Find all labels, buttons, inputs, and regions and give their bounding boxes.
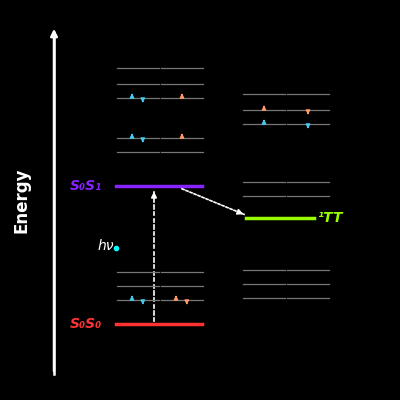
Text: hν: hν bbox=[98, 239, 114, 253]
Text: S₀S₀: S₀S₀ bbox=[70, 317, 102, 331]
Text: S₀S₁: S₀S₁ bbox=[70, 179, 102, 193]
Text: Energy: Energy bbox=[13, 167, 31, 233]
Text: ¹TT: ¹TT bbox=[317, 211, 343, 225]
